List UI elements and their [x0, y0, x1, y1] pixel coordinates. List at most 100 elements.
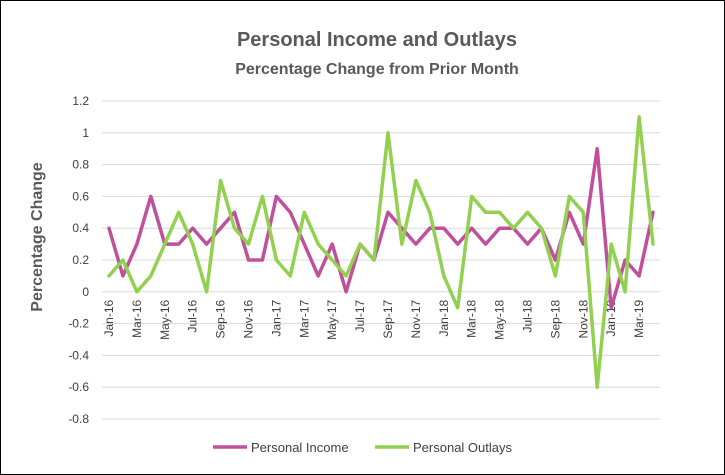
data-point	[638, 115, 641, 118]
y-tick-label: 1.2	[72, 94, 89, 108]
x-tick-label: Nov-17	[409, 299, 423, 338]
data-point	[247, 259, 250, 262]
data-point	[470, 195, 473, 198]
data-point	[331, 259, 334, 262]
data-point	[135, 290, 138, 293]
data-point	[191, 227, 194, 230]
data-point	[652, 243, 655, 246]
data-point	[652, 211, 655, 214]
data-point	[345, 274, 348, 277]
data-point	[219, 227, 222, 230]
data-point	[442, 227, 445, 230]
data-point	[205, 243, 208, 246]
y-tick-label: -0.8	[68, 412, 89, 426]
y-tick-label: 0.2	[72, 253, 89, 267]
x-tick-label: Jan-19	[604, 299, 618, 336]
data-point	[610, 306, 613, 309]
x-tick-label: Nov-18	[576, 299, 590, 338]
data-point	[470, 227, 473, 230]
data-point	[512, 227, 515, 230]
y-tick-label: -0.6	[68, 380, 89, 394]
x-axis-tick-labels: Jan-16 Mar-16 May-16 Jul-16 Sep-16 Nov-16 Jan-…	[102, 299, 646, 339]
y-tick-label: 0	[82, 285, 89, 299]
x-tick-label: Mar-17	[297, 299, 311, 337]
x-tick-label: Jan-16	[102, 299, 116, 336]
data-point	[345, 290, 348, 293]
series-line-personal-outlays	[107, 115, 655, 389]
data-point	[400, 243, 403, 246]
x-tick-label: Jul-17	[353, 299, 367, 332]
data-point	[247, 243, 250, 246]
data-point	[638, 274, 641, 277]
data-point	[568, 195, 571, 198]
data-point	[149, 274, 152, 277]
data-point	[610, 243, 613, 246]
data-point	[359, 243, 362, 246]
data-point	[261, 259, 264, 262]
data-point	[303, 211, 306, 214]
x-tick-label: Mar-18	[465, 299, 479, 337]
data-point	[107, 274, 110, 277]
data-point	[386, 131, 389, 134]
data-point	[275, 259, 278, 262]
data-point	[317, 274, 320, 277]
x-tick-label: Nov-16	[241, 299, 255, 338]
data-point	[303, 243, 306, 246]
data-point	[582, 211, 585, 214]
data-point	[526, 211, 529, 214]
data-point	[373, 259, 376, 262]
chart-subtitle: Percentage Change from Prior Month	[235, 61, 519, 78]
data-point	[554, 274, 557, 277]
data-point	[442, 274, 445, 277]
x-tick-label: Jan-17	[269, 299, 283, 336]
data-point	[275, 195, 278, 198]
data-point	[456, 243, 459, 246]
x-tick-label: Mar-19	[632, 299, 646, 337]
x-tick-label: Jul-18	[520, 299, 534, 332]
x-tick-label: May-18	[493, 299, 507, 339]
data-point	[596, 386, 599, 389]
data-point	[428, 227, 431, 230]
legend-label: Personal Outlays	[413, 440, 512, 455]
y-axis-tick-labels: 1.2 1 0.8 0.6 0.4 0.2 0 -0.2 -0.4 -0.6 -0.8	[68, 94, 89, 426]
data-point	[526, 243, 529, 246]
data-point	[261, 195, 264, 198]
x-tick-label: May-16	[158, 299, 172, 339]
data-point	[498, 211, 501, 214]
y-tick-label: -0.2	[68, 317, 89, 331]
data-point	[428, 211, 431, 214]
y-axis-label: Percentage Change	[29, 162, 46, 311]
data-point	[289, 274, 292, 277]
y-tick-label: 0.8	[72, 158, 89, 172]
data-point	[177, 211, 180, 214]
data-point	[624, 290, 627, 293]
data-point	[289, 211, 292, 214]
y-tick-label: 1	[82, 126, 89, 140]
data-point	[177, 243, 180, 246]
data-point	[317, 243, 320, 246]
data-point	[540, 227, 543, 230]
data-point	[121, 259, 124, 262]
data-point	[456, 306, 459, 309]
data-point	[414, 179, 417, 182]
data-point	[205, 290, 208, 293]
data-point	[233, 227, 236, 230]
data-point	[191, 243, 194, 246]
data-point	[163, 243, 166, 246]
x-tick-label: Sep-18	[548, 299, 562, 338]
x-tick-label: Sep-17	[381, 299, 395, 338]
data-point	[219, 179, 222, 182]
data-point	[484, 211, 487, 214]
gridlines	[102, 100, 660, 420]
x-tick-label: Jul-16	[186, 299, 200, 332]
data-point	[121, 274, 124, 277]
x-tick-label: Jan-18	[437, 299, 451, 336]
x-tick-label: Sep-16	[214, 299, 228, 338]
data-point	[484, 243, 487, 246]
x-tick-label: Mar-16	[130, 299, 144, 337]
data-point	[107, 227, 110, 230]
data-point	[233, 211, 236, 214]
data-point	[149, 195, 152, 198]
y-tick-label: 0.6	[72, 189, 89, 203]
